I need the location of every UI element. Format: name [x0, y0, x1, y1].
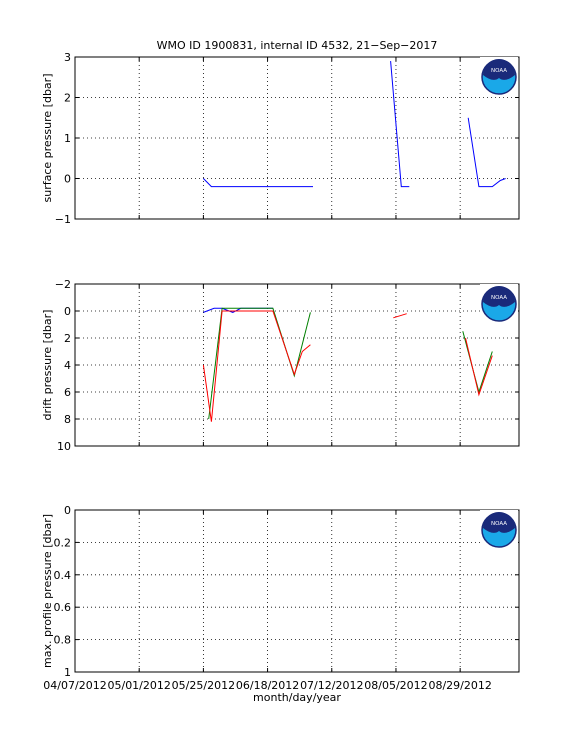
series-line [462, 331, 493, 394]
logo-bird [483, 59, 515, 80]
x-tick-label: 08/29/2012 [428, 679, 491, 692]
noaa-logo-icon: NOAA [480, 284, 518, 324]
series-line [465, 337, 493, 397]
y-tick-label: 2 [64, 332, 71, 345]
y-tick-label: 0 [64, 504, 71, 517]
y-tick-label: 1 [64, 666, 71, 679]
series-line [393, 313, 407, 319]
logo-wordmark: NOAA [491, 295, 507, 301]
drift-pressure-panel: −2 0 2 4 6 8 10 drift pressure [dbar] NOAA [41, 278, 520, 453]
x-tick-label: 05/01/2012 [107, 679, 170, 692]
x-tick-label: 07/12/2012 [300, 679, 363, 692]
noaa-logo-icon: NOAA [480, 510, 518, 550]
axes-frame [74, 283, 520, 447]
logo-bird [483, 512, 515, 533]
series-line [202, 310, 311, 422]
y-tick-label: 6 [64, 386, 71, 399]
y-tick-label: 1 [64, 132, 71, 145]
noaa-logo-icon: NOAA [480, 57, 518, 97]
plot-area [75, 510, 519, 672]
y-tick-label: 0 [64, 305, 71, 318]
y-tick-label: 2 [64, 92, 71, 105]
max-profile-pressure-panel: 0 0.2 0.4 0.6 0.8 1 max. profile pressure [dba… [41, 504, 520, 679]
x-axis-label: month/day/year [253, 691, 341, 704]
logo-wordmark: NOAA [491, 521, 507, 527]
series-line [390, 61, 410, 188]
y-tick-label: −1 [55, 213, 71, 226]
y-tick-label: −2 [55, 278, 71, 291]
y-tick-label: 0.6 [54, 601, 72, 614]
y-tick-label: 0 [64, 173, 71, 186]
x-tick-label: 06/18/2012 [236, 679, 299, 692]
y-tick-label: 8 [64, 413, 71, 426]
x-tick-label: 05/25/2012 [172, 679, 235, 692]
series-line [208, 307, 311, 420]
series-line [203, 178, 313, 188]
axes-frame [74, 509, 520, 673]
axes-frame [74, 56, 520, 220]
y-tick-label: 3 [64, 51, 71, 64]
y-tick-label: 0.4 [54, 569, 72, 582]
plot-area [75, 57, 519, 219]
y-axis-label: max. profile pressure [dbar] [41, 514, 54, 668]
figure-title: WMO ID 1900831, internal ID 4532, 21−Sep… [157, 39, 438, 52]
logo-bird [483, 286, 515, 307]
y-axis-label: surface pressure [dbar] [41, 74, 54, 203]
x-tick-label: 08/05/2012 [364, 679, 427, 692]
y-tick-label: 0.2 [54, 536, 72, 549]
logo-wordmark: NOAA [491, 68, 507, 74]
surface-pressure-panel: −1 0 1 2 3 surface pressure [dbar] NOAA [41, 51, 520, 226]
y-tick-label: 0.8 [54, 634, 72, 647]
y-tick-label: 4 [64, 359, 71, 372]
x-tick-label: 04/07/2012 [43, 679, 106, 692]
y-tick-label: 10 [57, 440, 71, 453]
y-axis-label: drift pressure [dbar] [41, 310, 54, 421]
series-line [467, 117, 506, 188]
